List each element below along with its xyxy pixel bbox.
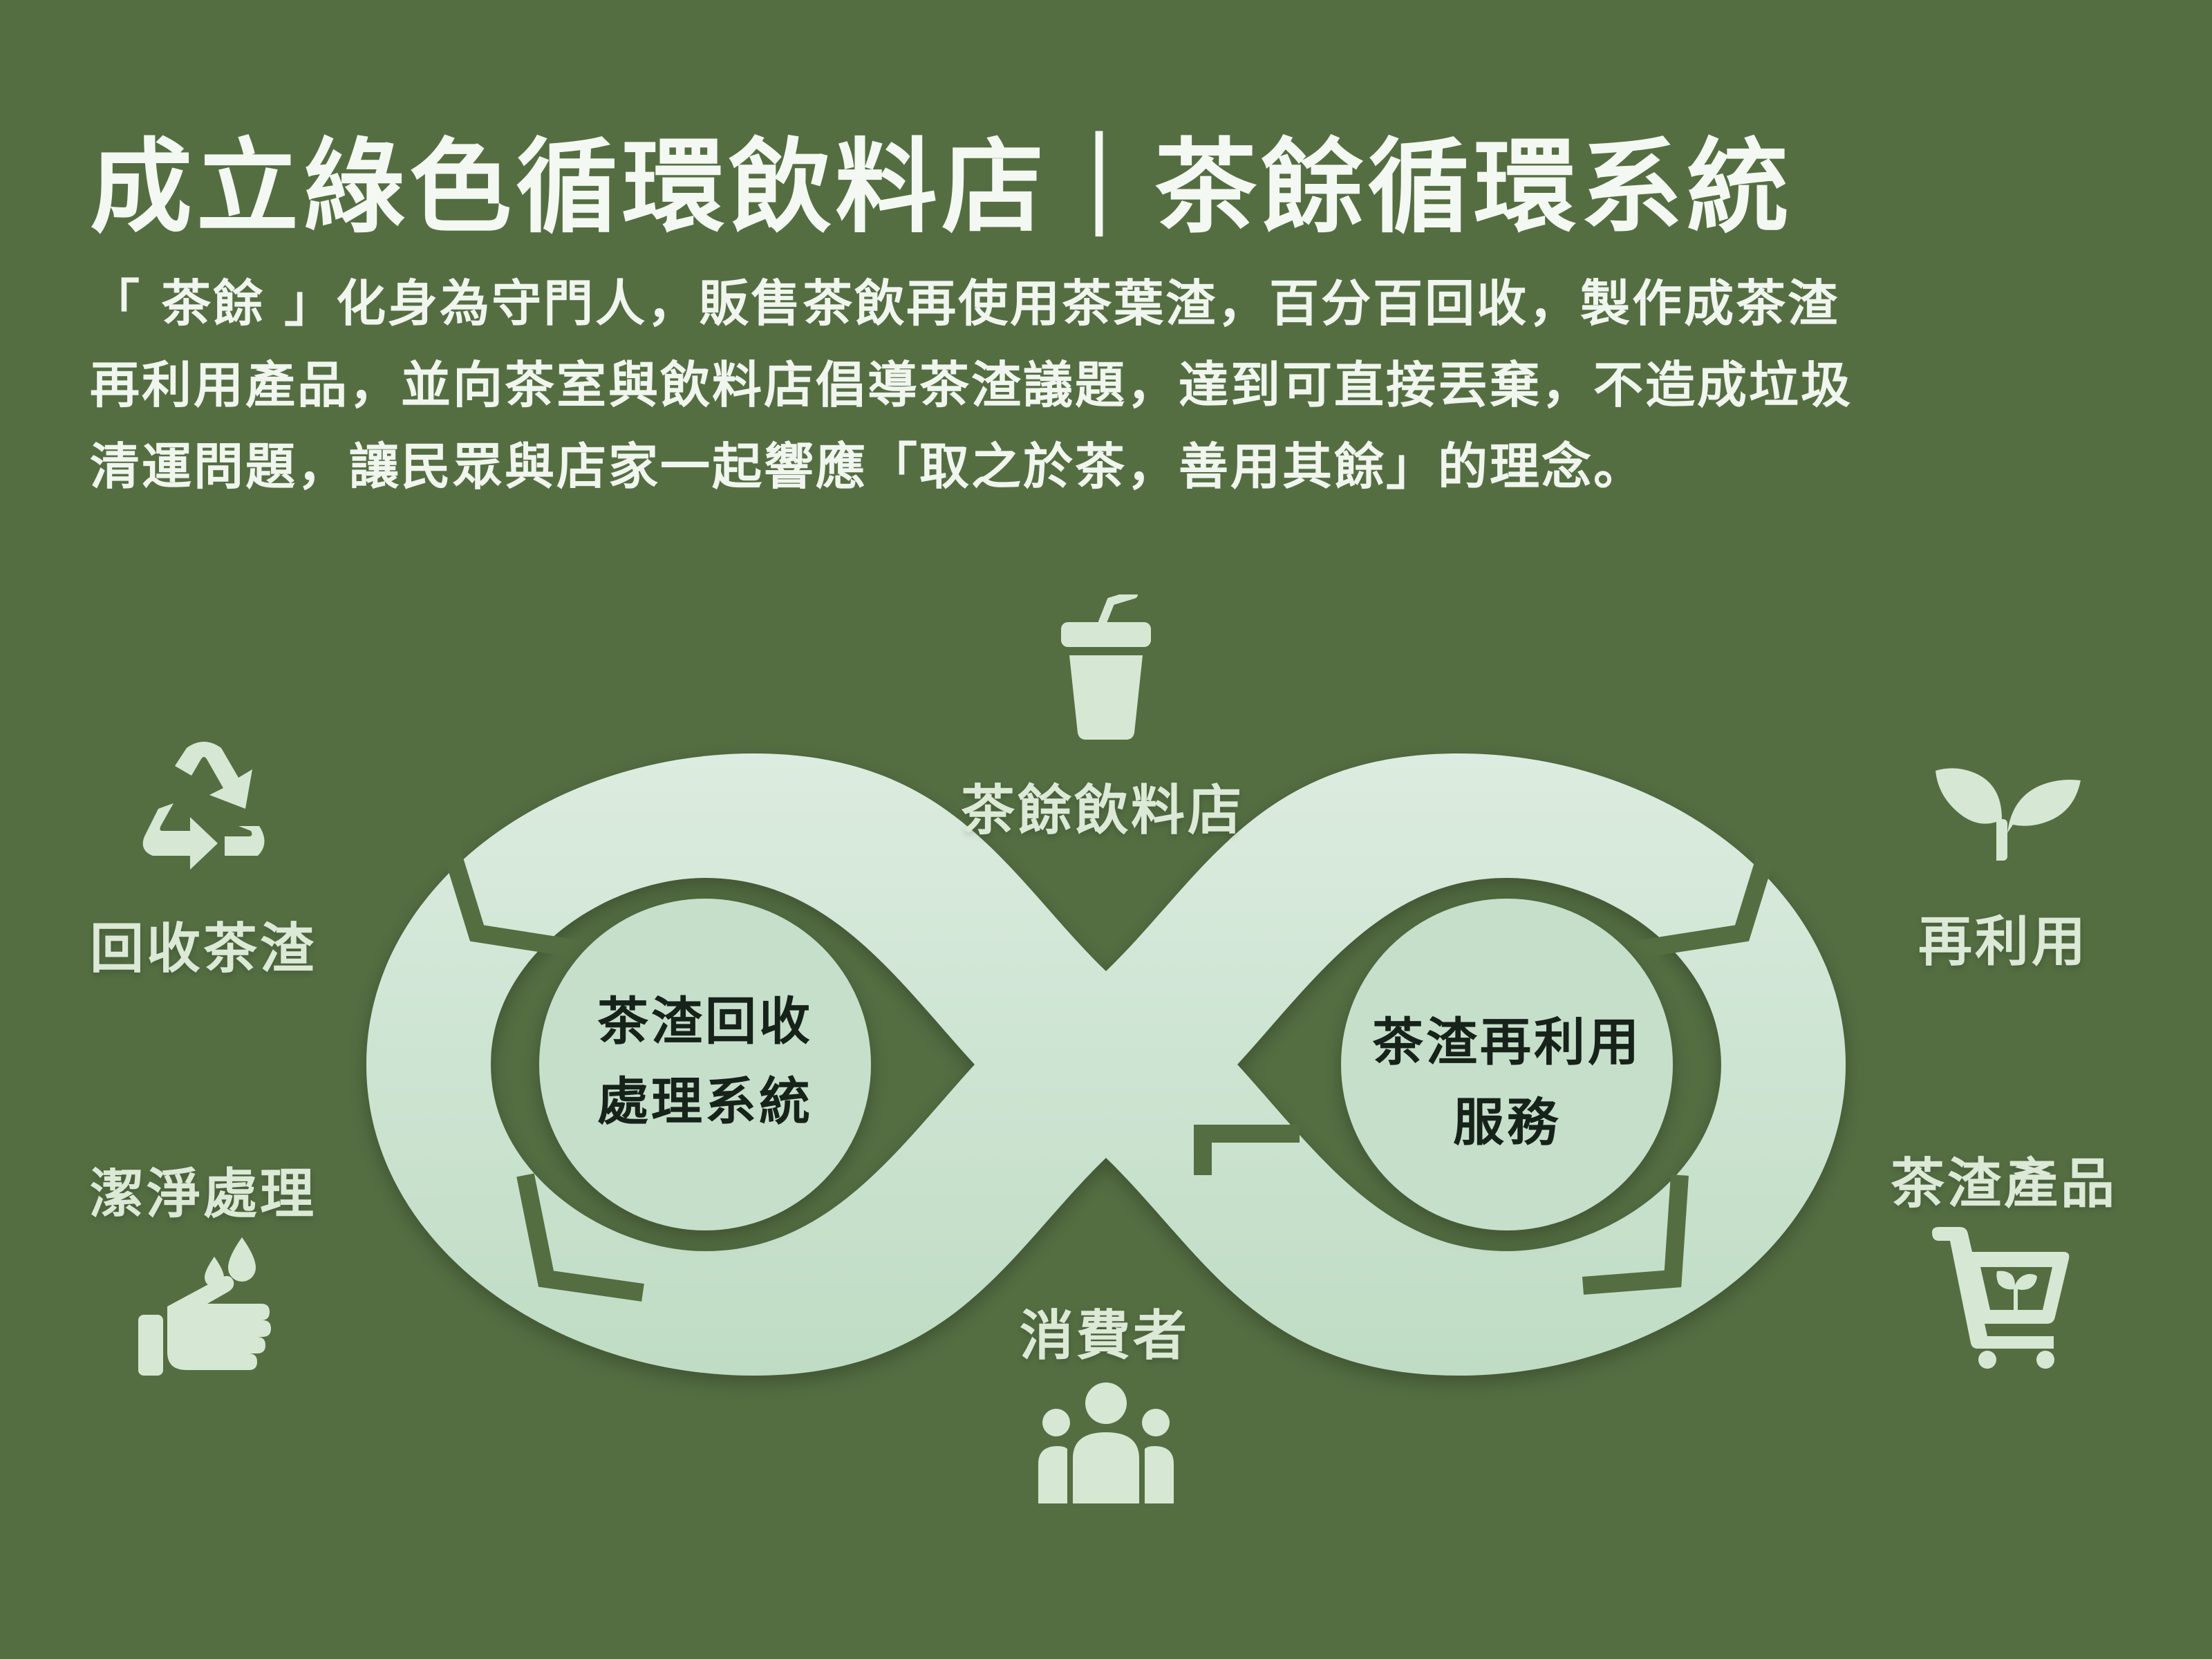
infinity-band — [366, 753, 1846, 1376]
page-title: 成立綠色循環飲料店｜茶餘循環系統 — [90, 126, 1793, 247]
recycle-icon — [142, 742, 265, 870]
arrow-notch-center — [1194, 1125, 1300, 1175]
description-line-2: 再利用產品，並向茶室與飲料店倡導茶渣議題，達到可直接丟棄，不造成垃圾 — [90, 355, 1853, 414]
drink-cup-icon — [1061, 594, 1151, 740]
cart-sprout-icon — [1932, 1227, 2070, 1369]
arrow-notch-bottom-left — [516, 1173, 644, 1302]
right-loop-line-1: 茶渣再利用 — [1372, 1013, 1642, 1072]
arrow-notch-bottom-right — [1582, 1174, 1689, 1295]
recycle-label: 回收茶渣 — [90, 917, 317, 980]
people-icon — [1038, 1382, 1174, 1503]
sprout-icon — [1936, 768, 2081, 861]
right-loop-label: 茶渣再利用 服務 — [1327, 1002, 1687, 1163]
arrow-notch-top-right — [1629, 841, 1779, 959]
right-inner-circle — [1341, 899, 1673, 1230]
left-inner-circle — [539, 899, 871, 1230]
description: 「 茶餘 」化身為守門人，販售茶飲再使用茶葉渣，百分百回收，製作成茶渣 再利用產… — [90, 263, 2129, 507]
right-loop-line-2: 服務 — [1453, 1093, 1561, 1152]
description-line-3: 清運問題，讓民眾與店家一起響應「取之於茶，善用其餘」的理念。 — [90, 437, 1646, 496]
clean-label: 潔淨處理 — [90, 1163, 317, 1226]
hand-water-icon — [138, 1237, 271, 1376]
products-label: 茶渣產品 — [1891, 1152, 2118, 1215]
left-loop-line-1: 茶渣回收 — [597, 992, 813, 1051]
left-loop-line-2: 處理系統 — [597, 1072, 813, 1132]
consumer-label: 消費者 — [1020, 1304, 1190, 1367]
reuse-label: 再利用 — [1918, 910, 2089, 973]
description-line-1: 「 茶餘 」化身為守門人，販售茶飲再使用茶葉渣，百分百回收，製作成茶渣 — [90, 274, 1840, 332]
left-loop-label: 茶渣回收 處理系統 — [539, 982, 871, 1142]
shop-label: 茶餘飲料店 — [961, 779, 1245, 842]
arrow-notch-top-left — [440, 841, 590, 959]
